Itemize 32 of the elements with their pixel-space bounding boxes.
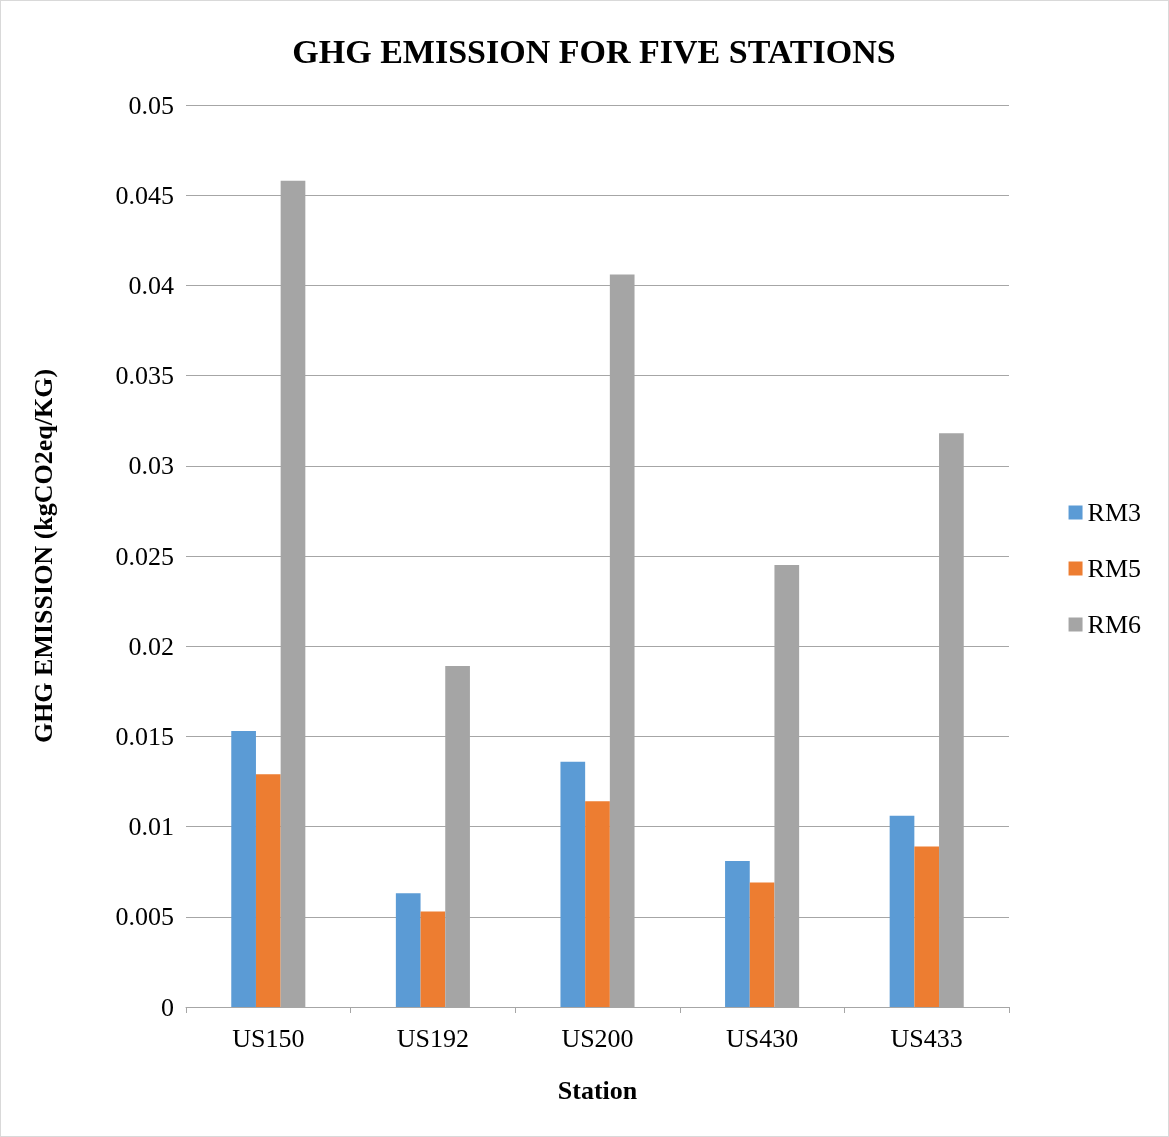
legend-label: RM3	[1087, 498, 1142, 527]
y-tick-label: 0.02	[128, 631, 174, 661]
y-tick-label: 0	[161, 992, 174, 1022]
x-tick-label: US430	[725, 1023, 799, 1053]
y-tick-label: 0.035	[115, 361, 174, 391]
chart-title: GHG EMISSION FOR FIVE STATIONS	[292, 32, 896, 70]
y-tick-label: 0.045	[115, 180, 174, 210]
bar	[560, 761, 586, 1007]
bar	[914, 846, 940, 1007]
y-tick-label: 0.05	[128, 90, 174, 120]
bar	[889, 815, 915, 1007]
legend-label: RM6	[1087, 610, 1142, 639]
y-axis-title: GHG EMISSION (kgCO2eq/KG)	[28, 368, 58, 744]
bar	[255, 774, 281, 1007]
bar	[725, 860, 750, 1007]
bar	[420, 911, 446, 1007]
x-tick-label: US200	[561, 1023, 634, 1053]
y-tick-label: 0.015	[115, 721, 174, 751]
y-tick-label: 0.03	[128, 451, 174, 481]
y-tick-label: 0.01	[128, 812, 174, 842]
bar	[585, 801, 610, 1007]
bar	[231, 730, 256, 1007]
x-axis-title: Station	[557, 1075, 638, 1105]
y-tick-label: 0.04	[128, 270, 174, 300]
x-tick-label: US192	[396, 1023, 470, 1053]
y-tick-label: 0.025	[115, 541, 174, 571]
y-tick-label: 0.005	[115, 902, 174, 932]
bar	[395, 893, 421, 1007]
x-tick-label: US433	[890, 1023, 963, 1053]
bar	[749, 882, 775, 1007]
x-tick-label: US150	[232, 1023, 305, 1053]
legend-label: RM5	[1087, 554, 1142, 583]
